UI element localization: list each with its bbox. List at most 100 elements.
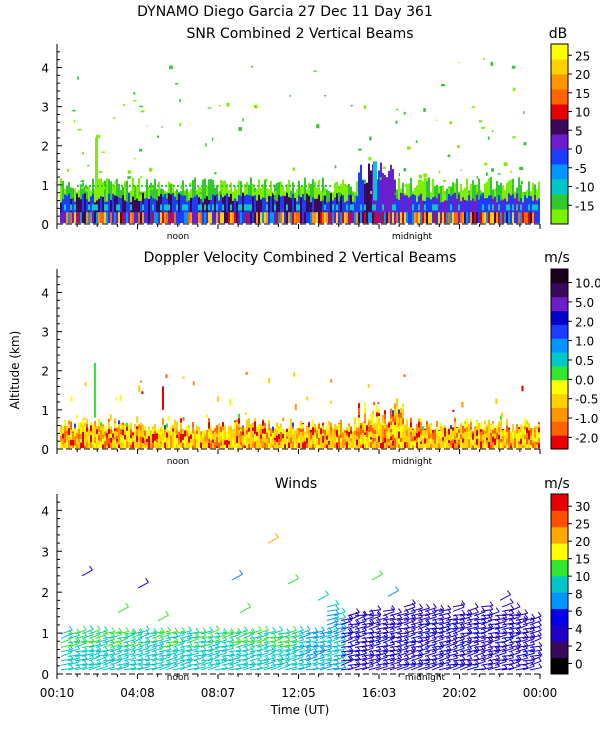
time-axis: 00:10 04:08 08:07 12:05 16:03 20:02 00:00 (40, 686, 558, 700)
x-tick-label: 12:05 (281, 686, 316, 700)
colorbar-swatch (551, 134, 568, 150)
colorbar-tick-label: -1.0 (575, 412, 598, 426)
y-tick-label: 4 (41, 61, 49, 75)
y-tick-label: 0 (41, 443, 49, 457)
colorbar-swatch (551, 575, 568, 593)
colorbar-tick-label: -0.5 (575, 393, 598, 407)
colorbar-swatch (551, 269, 568, 284)
colorbar-swatch (551, 379, 568, 395)
colorbar-swatch (551, 352, 568, 367)
colorbar-swatch (551, 365, 568, 381)
colorbar-swatch (551, 657, 568, 675)
colorbar-tick-label: 10 (575, 570, 590, 584)
colorbar-tick-label: 6 (575, 605, 583, 619)
y-tick-label: 1 (41, 404, 49, 418)
colorbar-tick-label: 20 (575, 535, 590, 549)
colorbar-swatch (551, 510, 568, 528)
colorbar-tick-label: 2.0 (575, 315, 594, 329)
doppler-colorbar-unit: m/s (544, 250, 570, 266)
colorbar-swatch (551, 59, 568, 75)
y-tick-label: 2 (41, 140, 49, 154)
colorbar-swatch (551, 393, 568, 408)
colorbar-tick-label: 4 (575, 623, 583, 637)
snr-noon-label: noon (167, 232, 189, 242)
colorbar-swatch (551, 435, 568, 450)
colorbar-swatch (551, 407, 568, 422)
altitude-axis-label: Altitude (km) (8, 331, 22, 410)
y-tick-label: 3 (41, 326, 49, 340)
wind-barbs (60, 533, 543, 671)
colorbar-swatch (551, 104, 568, 120)
colorbar-swatch (551, 74, 568, 90)
colorbar-tick-label: -10 (575, 181, 595, 195)
colorbar-swatch (551, 194, 568, 210)
x-tick-label: 20:02 (442, 686, 477, 700)
x-tick-label: 16:03 (362, 686, 397, 700)
snr-title: SNR Combined 2 Vertical Beams (186, 26, 413, 42)
colorbar-tick-label: 20 (575, 68, 590, 82)
colorbar-swatch (551, 209, 568, 225)
snr-colorbar: -15 -10 -5 0 5 10 15 20 25 (550, 43, 595, 225)
figure-title: DYNAMO Diego Garcia 27 Dec 11 Day 361 (137, 4, 433, 20)
doppler-heatmap (60, 362, 540, 449)
y-tick-label: 4 (41, 286, 49, 300)
doppler-panel: Doppler Velocity Combined 2 Vertical Bea… (8, 250, 600, 467)
colorbar-tick-label: -5 (575, 162, 587, 176)
colorbar-swatch (551, 179, 568, 195)
winds-noon-label: noon (167, 673, 189, 683)
y-tick-label: 1 (41, 179, 49, 193)
snr-heatmap (60, 58, 540, 224)
colorbar-tick-label: 15 (575, 553, 590, 567)
colorbar-tick-label: 10 (575, 106, 590, 120)
y-tick-label: 4 (41, 504, 49, 518)
colorbar-swatch (551, 641, 568, 659)
x-tick-label: 00:00 (523, 686, 558, 700)
colorbar-swatch (551, 164, 568, 180)
colorbar-tick-label: 1.0 (575, 335, 594, 349)
colorbar-tick-label: 2 (575, 640, 583, 654)
colorbar-swatch (551, 296, 568, 312)
colorbar-tick-label: 5 (575, 124, 583, 138)
colorbar-swatch (551, 89, 568, 105)
x-tick-label: 08:07 (201, 686, 236, 700)
colorbar-swatch (551, 608, 568, 626)
colorbar-tick-label: 0.5 (575, 354, 594, 368)
x-tick-label: 04:08 (120, 686, 155, 700)
doppler-midnight-label: midnight (392, 457, 433, 467)
winds-title: Winds (275, 476, 317, 492)
colorbar-swatch (551, 282, 568, 298)
time-axis-label: Time (UT) (270, 703, 330, 717)
colorbar-swatch (551, 338, 568, 353)
colorbar-swatch (551, 324, 568, 339)
snr-midnight-label: midnight (392, 232, 433, 242)
colorbar-swatch (551, 559, 568, 577)
colorbar-tick-label: 10.0 (575, 277, 600, 291)
colorbar-swatch (551, 592, 568, 610)
colorbar-tick-label: -15 (575, 199, 595, 213)
winds-colorbar: 0 2 4 6 8 10 15 20 25 30 (550, 493, 590, 675)
colorbar-tick-label: 0 (575, 143, 583, 157)
colorbar-tick-label: 0 (575, 658, 583, 672)
colorbar-tick-label: 15 (575, 87, 590, 101)
y-tick-label: 3 (41, 101, 49, 115)
colorbar-tick-label: 25 (575, 518, 590, 532)
doppler-noon-label: noon (167, 457, 189, 467)
y-tick-label: 2 (41, 586, 49, 600)
y-tick-label: 2 (41, 365, 49, 379)
colorbar-swatch (551, 149, 568, 165)
colorbar-swatch (551, 494, 568, 511)
y-tick-label: 3 (41, 545, 49, 559)
colorbar-swatch (551, 526, 568, 544)
winds-panel: Winds 0 1 2 3 4 0 2 4 6 8 10 15 20 25 30 m/s noon mid… (40, 476, 591, 717)
colorbar-tick-label: 0.0 (575, 373, 594, 387)
colorbar-swatch (551, 543, 568, 560)
doppler-colorbar: -2.0 -1.0 -0.5 0.0 0.5 1.0 2.0 5.0 10.0 (550, 268, 600, 450)
y-tick-label: 0 (41, 668, 49, 682)
colorbar-tick-label: 30 (575, 500, 590, 514)
colorbar-swatch (551, 44, 568, 60)
colorbar-tick-label: 25 (575, 49, 590, 63)
colorbar-swatch (551, 310, 568, 325)
colorbar-swatch (551, 119, 568, 135)
